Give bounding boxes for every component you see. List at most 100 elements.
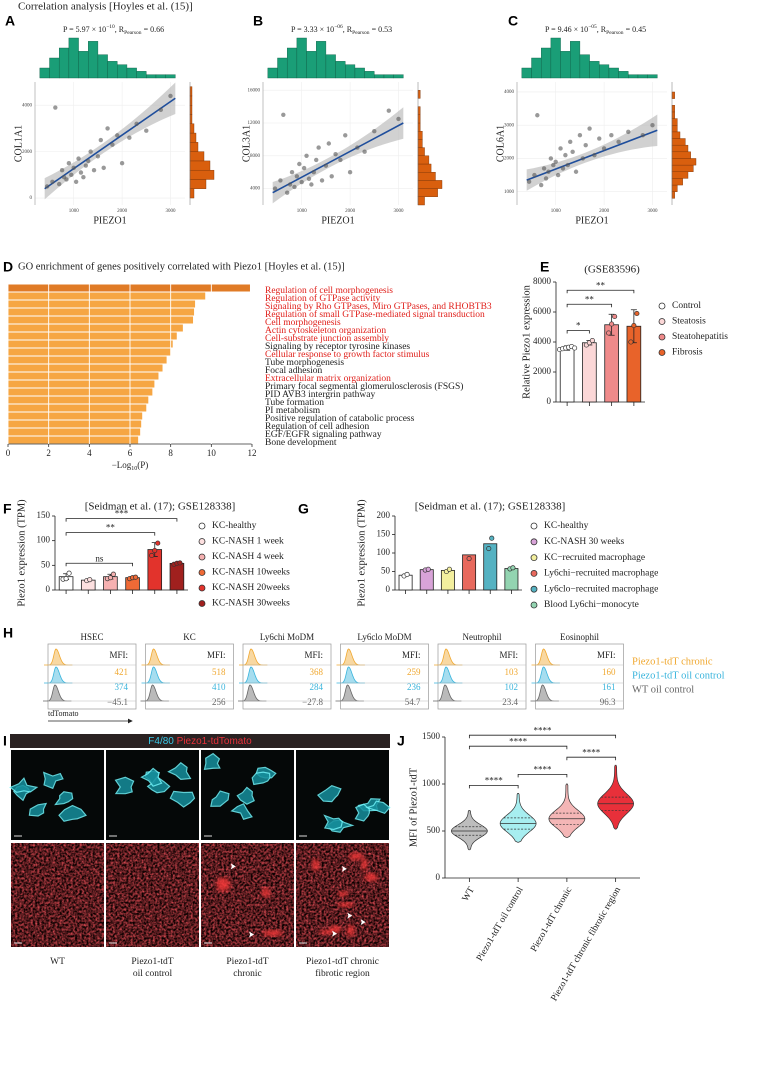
y-tick-label: 100 <box>37 535 51 545</box>
y-axis-label: Relative Piezo1 expression <box>521 284 532 398</box>
data-point <box>558 146 563 151</box>
image-caption: fibrotic region <box>315 968 370 979</box>
y-tick-label: 0 <box>30 196 33 201</box>
histogram-bar <box>345 64 356 79</box>
legend-swatch <box>658 318 666 325</box>
data-point <box>297 161 302 167</box>
image-header <box>10 734 390 748</box>
x-tick-label: 6 <box>128 448 133 458</box>
data-point <box>486 546 492 552</box>
data-point <box>304 153 309 158</box>
histogram-bar <box>417 139 423 148</box>
histogram-bar <box>189 95 193 106</box>
mfi-value: 410 <box>212 682 226 692</box>
column-label: Ly6clo MoDM <box>357 632 411 642</box>
macrophage <box>317 785 342 803</box>
bar <box>8 364 163 372</box>
bar <box>169 562 185 591</box>
stat-part: P = 5.97 × 10 <box>63 25 106 34</box>
stat-part: , R <box>115 25 125 34</box>
data-point <box>87 577 93 583</box>
panel-label: F <box>3 501 12 517</box>
data-point <box>616 139 621 145</box>
histogram-bar <box>608 67 619 79</box>
header-stain: F4/80 <box>148 736 174 747</box>
legend-label: KC-NASH 4 week <box>212 552 284 562</box>
data-point <box>343 133 348 138</box>
significance-label: ** <box>106 523 116 533</box>
y-tick-label: 0 <box>436 872 441 882</box>
tdtomato-signal <box>201 843 294 947</box>
y-tick-label: 2000 <box>22 150 33 155</box>
histogram-bar <box>417 188 438 198</box>
significance-bracket <box>65 518 178 522</box>
tdtomato-bright <box>311 858 320 872</box>
macrophage <box>54 791 74 806</box>
significance-label: ** <box>596 280 606 290</box>
tdtomato-bright <box>364 873 378 882</box>
data-point <box>56 181 62 187</box>
data-point <box>66 570 72 576</box>
data-point <box>64 177 69 182</box>
y-axis-label: COL6A1 <box>495 125 506 162</box>
histogram-bar <box>155 74 166 79</box>
macrophage <box>9 777 39 794</box>
legend-label: KC-NASH 30weeks <box>212 599 290 609</box>
significance-label: **** <box>485 775 504 785</box>
legend-swatch <box>198 569 206 576</box>
significance-label: * <box>576 321 581 331</box>
histogram-bar <box>671 184 678 192</box>
x-axis-label-part: −Log <box>112 460 132 470</box>
arrowhead <box>347 912 353 919</box>
y-tick-label: 4000 <box>250 187 261 192</box>
histogram-bar <box>647 74 658 79</box>
stat-part: P = 9.46 × 10 <box>545 25 588 34</box>
bar <box>8 292 206 300</box>
significance-label: **** <box>534 764 553 774</box>
y-tick-label: 12000 <box>248 121 261 126</box>
bar <box>8 356 167 364</box>
significance-bracket <box>566 289 635 294</box>
confidence-band <box>526 114 658 191</box>
data-point <box>158 107 164 113</box>
column-label: KC <box>183 632 196 642</box>
significance-bracket <box>468 785 519 789</box>
term-label: Cellular response to growth factor stimu… <box>265 349 430 360</box>
y-tick-label: 3000 <box>504 123 515 128</box>
data-point <box>650 123 655 128</box>
legend-swatch <box>658 302 666 310</box>
data-point <box>76 156 81 161</box>
bar <box>8 372 159 380</box>
y-tick-label: 2000 <box>504 157 515 162</box>
histogram-bar <box>189 169 215 180</box>
macrophage <box>169 790 196 808</box>
histogram-frame <box>47 643 137 710</box>
y-axis-label: MFI of Piezo1-tdT <box>408 767 419 847</box>
data-point <box>177 560 183 566</box>
data-point <box>289 170 295 175</box>
histogram-bar <box>671 151 691 159</box>
legend-label: Fibrosis <box>672 348 703 358</box>
chart-title: [Seidman et al. (17); GSE128338] <box>415 501 566 513</box>
macrophage <box>230 803 253 820</box>
arrowhead <box>341 865 347 872</box>
data-point <box>284 190 290 195</box>
stat-part: = 0.45 <box>624 25 647 34</box>
significance-bracket <box>566 330 590 334</box>
histogram-bar <box>335 61 346 79</box>
arrowhead <box>230 863 236 870</box>
data-point <box>83 163 89 168</box>
correlation-title: Correlation analysis [Hoyles et al. (15)… <box>18 1 193 13</box>
panel-label: C <box>508 13 518 29</box>
macrophage <box>140 767 163 787</box>
x-tick-label: 2000 <box>599 209 610 214</box>
term-label: Regulation of cell adhesion <box>265 421 369 432</box>
mfi-value: 160 <box>602 667 616 677</box>
data-point <box>309 182 314 187</box>
term-label: PI metabolism <box>265 406 321 416</box>
data-point <box>372 129 377 134</box>
y-tick-label: 150 <box>377 529 391 539</box>
legend-swatch <box>198 584 206 592</box>
tdtomato-signal <box>11 843 104 947</box>
